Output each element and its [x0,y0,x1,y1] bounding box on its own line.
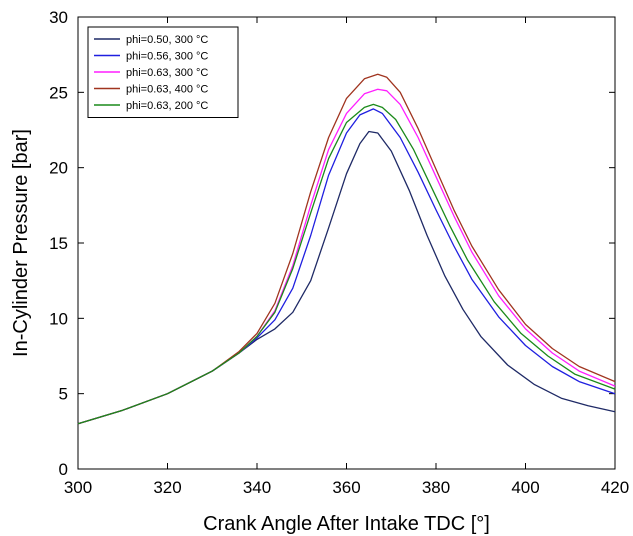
y-axis-title: In-Cylinder Pressure [bar] [10,129,32,357]
axis-ticks: 300 320 340 360 380 400 420 0 5 10 15 20 25 30 [49,8,629,497]
y-tick-label: 25 [49,83,68,102]
x-tick-label: 300 [64,478,92,497]
x-axis-title: Crank Angle After Intake TDC [°] [203,513,490,535]
x-tick-label: 320 [153,478,181,497]
x-tick-label: 420 [601,478,629,497]
y-tick-label: 5 [59,385,68,404]
legend-label: phi=0.56, 300 °C [126,51,208,63]
y-tick-label: 0 [59,460,68,479]
legend-label: phi=0.50, 300 °C [126,34,208,46]
legend-label: phi=0.63, 400 °C [126,84,208,96]
x-tick-label: 340 [243,478,271,497]
x-tick-label: 380 [422,478,450,497]
y-tick-label: 15 [49,234,68,253]
x-tick-label: 400 [511,478,539,497]
series-lines [77,73,616,425]
series-line-5 [77,103,616,425]
x-tick-label: 360 [332,478,360,497]
legend: phi=0.50, 300 °C phi=0.56, 300 °C phi=0.63… [87,26,239,118]
series-line-4 [77,73,616,425]
y-tick-label: 30 [49,8,68,27]
y-tick-label: 10 [49,309,68,328]
y-tick-label: 20 [49,159,68,178]
legend-label: phi=0.63, 300 °C [126,67,208,79]
legend-label: phi=0.63, 200 °C [126,100,208,112]
